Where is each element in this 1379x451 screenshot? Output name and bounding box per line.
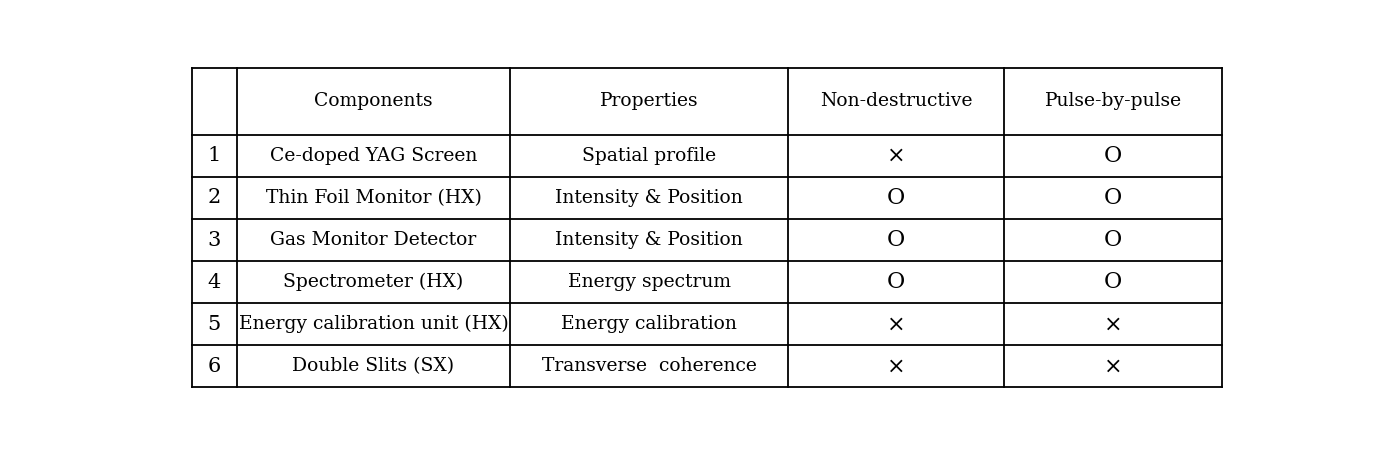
Text: Energy calibration: Energy calibration bbox=[561, 315, 736, 333]
Text: O: O bbox=[1105, 145, 1123, 167]
Text: Pulse-by-pulse: Pulse-by-pulse bbox=[1045, 92, 1182, 110]
Text: ×: × bbox=[1103, 313, 1123, 335]
Text: ×: × bbox=[887, 313, 906, 335]
Text: Intensity & Position: Intensity & Position bbox=[556, 189, 743, 207]
Text: 1: 1 bbox=[208, 146, 221, 165]
Text: 6: 6 bbox=[208, 357, 221, 376]
Text: Spatial profile: Spatial profile bbox=[582, 147, 716, 165]
Text: 3: 3 bbox=[208, 230, 221, 249]
Text: O: O bbox=[1105, 229, 1123, 251]
Text: O: O bbox=[887, 271, 906, 293]
Text: 5: 5 bbox=[208, 315, 221, 334]
Text: Double Slits (SX): Double Slits (SX) bbox=[292, 358, 455, 375]
Text: Components: Components bbox=[314, 92, 433, 110]
Text: Ce-doped YAG Screen: Ce-doped YAG Screen bbox=[270, 147, 477, 165]
Text: O: O bbox=[887, 229, 906, 251]
Text: ×: × bbox=[887, 145, 906, 167]
Text: Transverse  coherence: Transverse coherence bbox=[542, 358, 757, 375]
Text: Energy spectrum: Energy spectrum bbox=[568, 273, 731, 291]
Text: 4: 4 bbox=[208, 273, 221, 292]
Text: Non-destructive: Non-destructive bbox=[821, 92, 972, 110]
Text: Gas Monitor Detector: Gas Monitor Detector bbox=[270, 231, 477, 249]
Text: Energy calibration unit (HX): Energy calibration unit (HX) bbox=[239, 315, 509, 333]
Text: Spectrometer (HX): Spectrometer (HX) bbox=[283, 273, 463, 291]
Text: ×: × bbox=[1103, 355, 1123, 377]
Text: Intensity & Position: Intensity & Position bbox=[556, 231, 743, 249]
Text: ×: × bbox=[887, 355, 906, 377]
Text: Properties: Properties bbox=[600, 92, 698, 110]
Text: 2: 2 bbox=[208, 189, 221, 207]
Text: Thin Foil Monitor (HX): Thin Foil Monitor (HX) bbox=[266, 189, 481, 207]
Text: O: O bbox=[1105, 271, 1123, 293]
Text: O: O bbox=[1105, 187, 1123, 209]
Text: O: O bbox=[887, 187, 906, 209]
